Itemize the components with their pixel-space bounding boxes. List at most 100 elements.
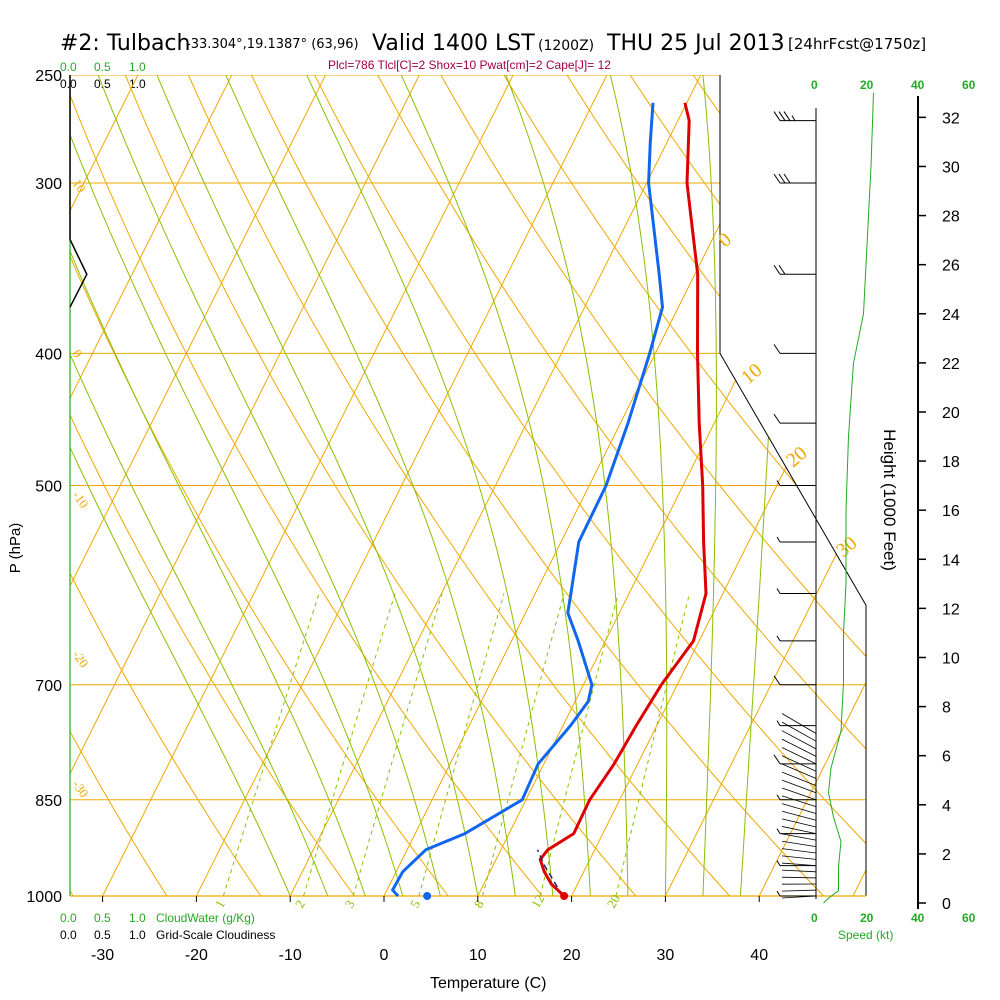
isotherm-line (758, 75, 866, 896)
wind-barb (773, 754, 816, 765)
height-tick-label: 28 (942, 209, 960, 226)
dry-adiabat-line (70, 75, 168, 896)
isotherm-label: -20 (70, 648, 92, 671)
mixing-ratio-line (539, 593, 619, 896)
cloudiness-legend-label: Grid-Scale Cloudiness (156, 928, 275, 942)
adiabat-label: 10 (737, 359, 766, 389)
adiabat-label: 30 (832, 532, 861, 562)
wind-barb (776, 794, 816, 801)
height-tick-label: 26 (942, 258, 960, 275)
chart-title-valid: Valid 1400 LST (372, 31, 535, 56)
wind-barb (776, 720, 816, 727)
wind-barb-staff (781, 889, 817, 892)
mixing-ratio-line (418, 593, 505, 896)
isotherm-line (289, 75, 702, 896)
cloudiness-scale-top-0: 0.0 (60, 77, 77, 91)
cloud-scale-bottom: 0.0 0.5 1.0 CloudWater (g/Kg) 0.0 0.5 1.… (60, 911, 275, 942)
mixing-ratio-label: 20 (604, 892, 623, 911)
height-tick-label: 6 (942, 749, 951, 766)
wind-barb (773, 264, 816, 275)
cloudiness-scale-top-1: 0.5 (94, 77, 111, 91)
isotherm-line (195, 75, 608, 896)
mixing-ratio-line (222, 593, 320, 896)
wind-barb-staff (781, 755, 817, 772)
wind-barb (776, 890, 816, 897)
wind-barb (776, 635, 816, 642)
height-tick-label: 14 (942, 552, 960, 569)
wind-barb-staff (781, 763, 817, 779)
speed-bottom-40: 40 (911, 911, 925, 925)
dewpoint-trace (391, 102, 664, 898)
mixing-ratio-line (352, 593, 443, 896)
surface-dewpoint-point (423, 892, 432, 900)
pressure-tick-label: 250 (35, 68, 62, 85)
wind-barb (773, 173, 816, 184)
pressure-tick-label: 400 (35, 346, 62, 363)
wind-panel (773, 92, 874, 904)
dry-adiabat-line (124, 75, 637, 896)
cloudiness-panel (69, 75, 88, 308)
cloudiness-scale-bottom-1: 0.5 (94, 928, 111, 942)
temperature-tick-label: -30 (91, 947, 114, 964)
wind-barb-staff (781, 869, 817, 873)
speed-top-20: 20 (860, 78, 874, 92)
y-axis-label: P (hPa) (7, 523, 24, 574)
temperature-tick-label: 40 (750, 947, 768, 964)
pressure-tick-label: 700 (35, 678, 62, 695)
pressure-tick-label: 500 (35, 479, 62, 496)
isotherm-line (664, 75, 866, 896)
dry-adiabat-line (440, 75, 866, 896)
dry-adiabat-line (377, 75, 866, 896)
wind-barb-staff (781, 787, 817, 801)
isotherm-line (70, 75, 420, 896)
wind-barb-staff (781, 738, 817, 757)
wind-barb (773, 675, 816, 686)
dry-adiabat-line (883, 75, 1000, 896)
wind-barb-staff (781, 862, 817, 867)
plot-boundary (719, 75, 867, 896)
wind-barb-staff (781, 795, 817, 808)
temperature-tick-label: 20 (563, 947, 581, 964)
pressure-tick-label: 300 (35, 176, 62, 193)
height-tick-label: 12 (942, 601, 960, 618)
temperature-tick-label: 0 (380, 947, 389, 964)
wind-speed-trace (823, 92, 874, 904)
height-tick-label: 32 (942, 110, 960, 127)
sounding-params: Plcl=786 Tlcl[C]=2 Shox=10 Pwat[cm]=2 Ca… (328, 58, 611, 72)
dry-adiabat-line (187, 75, 731, 896)
temperature-tick-label: -20 (185, 947, 208, 964)
isotherm-line (852, 75, 866, 896)
mixing-ratio-line (303, 593, 396, 896)
speed-axis-label: Speed (kt) (838, 928, 893, 942)
wind-barb-staff (781, 840, 817, 848)
diagram-background-lines (70, 75, 1000, 896)
moist-adiabat-line (70, 75, 404, 896)
isotherm-label: -30 (70, 777, 92, 800)
height-tick-label: 8 (942, 700, 951, 717)
sounding-traces (391, 102, 708, 900)
wind-barb-staff (781, 855, 817, 860)
wind-barb (776, 828, 816, 835)
isotherm-line (70, 75, 233, 896)
isotherm-label: 0 (70, 346, 86, 360)
moist-adiabat-line (70, 75, 366, 896)
wind-barb (773, 413, 816, 424)
temperature-trace (538, 102, 708, 898)
height-tick-label: 0 (942, 896, 951, 913)
height-tick-label: 20 (942, 405, 960, 422)
cloudiness-scale-bottom-2: 1.0 (129, 928, 146, 942)
height-tick-label: 16 (942, 503, 960, 520)
dry-adiabat-line (70, 75, 262, 896)
chart-title-fcst: [24hrFcst@1750z] (788, 35, 926, 53)
wind-barb-staff (781, 895, 817, 899)
height-tick-label: 4 (942, 798, 951, 815)
chart-title-coords: -33.304°,19.1387° (63,96) (186, 37, 359, 52)
dry-adiabat-line (503, 75, 866, 896)
cloudwater-scale-top-1: 0.5 (94, 60, 111, 74)
height-tick-label: 10 (942, 650, 960, 667)
height-tick-label: 2 (942, 847, 951, 864)
moist-adiabat-line (609, 75, 668, 896)
height-tick-label: 18 (942, 454, 960, 471)
wind-barb-staff (781, 803, 817, 814)
